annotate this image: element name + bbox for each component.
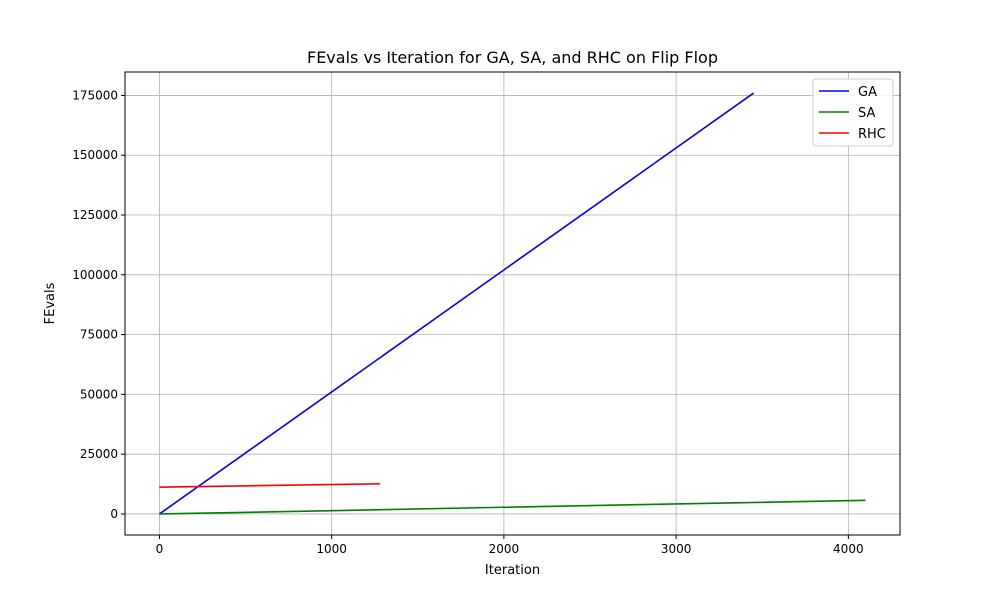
x-axis-label: Iteration xyxy=(485,563,540,578)
series-line-ga xyxy=(158,92,755,515)
legend-box xyxy=(812,78,894,147)
y-tick-label: 150000 xyxy=(72,148,118,162)
y-tick-label: 175000 xyxy=(72,88,118,102)
legend: GA SA RHC xyxy=(812,78,894,147)
series-lines xyxy=(158,92,866,515)
y-tick-label: 125000 xyxy=(72,208,118,222)
x-tick-label: 4000 xyxy=(833,542,864,556)
y-tick-label: 75000 xyxy=(80,328,118,342)
y-tick-label: 100000 xyxy=(72,268,118,282)
y-axis-label: FEvals xyxy=(43,282,58,324)
y-tick-label: 0 xyxy=(110,507,118,521)
legend-label-sa: SA xyxy=(858,106,875,121)
chart-title: FEvals vs Iteration for GA, SA, and RHC … xyxy=(307,48,718,67)
series-line-rhc xyxy=(159,483,380,488)
y-tick-label: 50000 xyxy=(80,387,118,401)
x-tick-label: 2000 xyxy=(489,542,520,556)
y-tick-label: 25000 xyxy=(80,447,118,461)
legend-label-rhc: RHC xyxy=(858,127,886,142)
x-tick-label: 0 xyxy=(156,542,164,556)
legend-label-ga: GA xyxy=(858,85,877,100)
axis-ticks: 0 1000 2000 3000 4000 0 25000 50000 75000 100000 1… xyxy=(72,88,863,556)
x-tick-label: 1000 xyxy=(316,542,347,556)
plot-frame xyxy=(124,71,901,536)
x-tick-label: 3000 xyxy=(661,542,692,556)
series-line-sa xyxy=(159,499,866,515)
grid-lines xyxy=(125,72,900,535)
